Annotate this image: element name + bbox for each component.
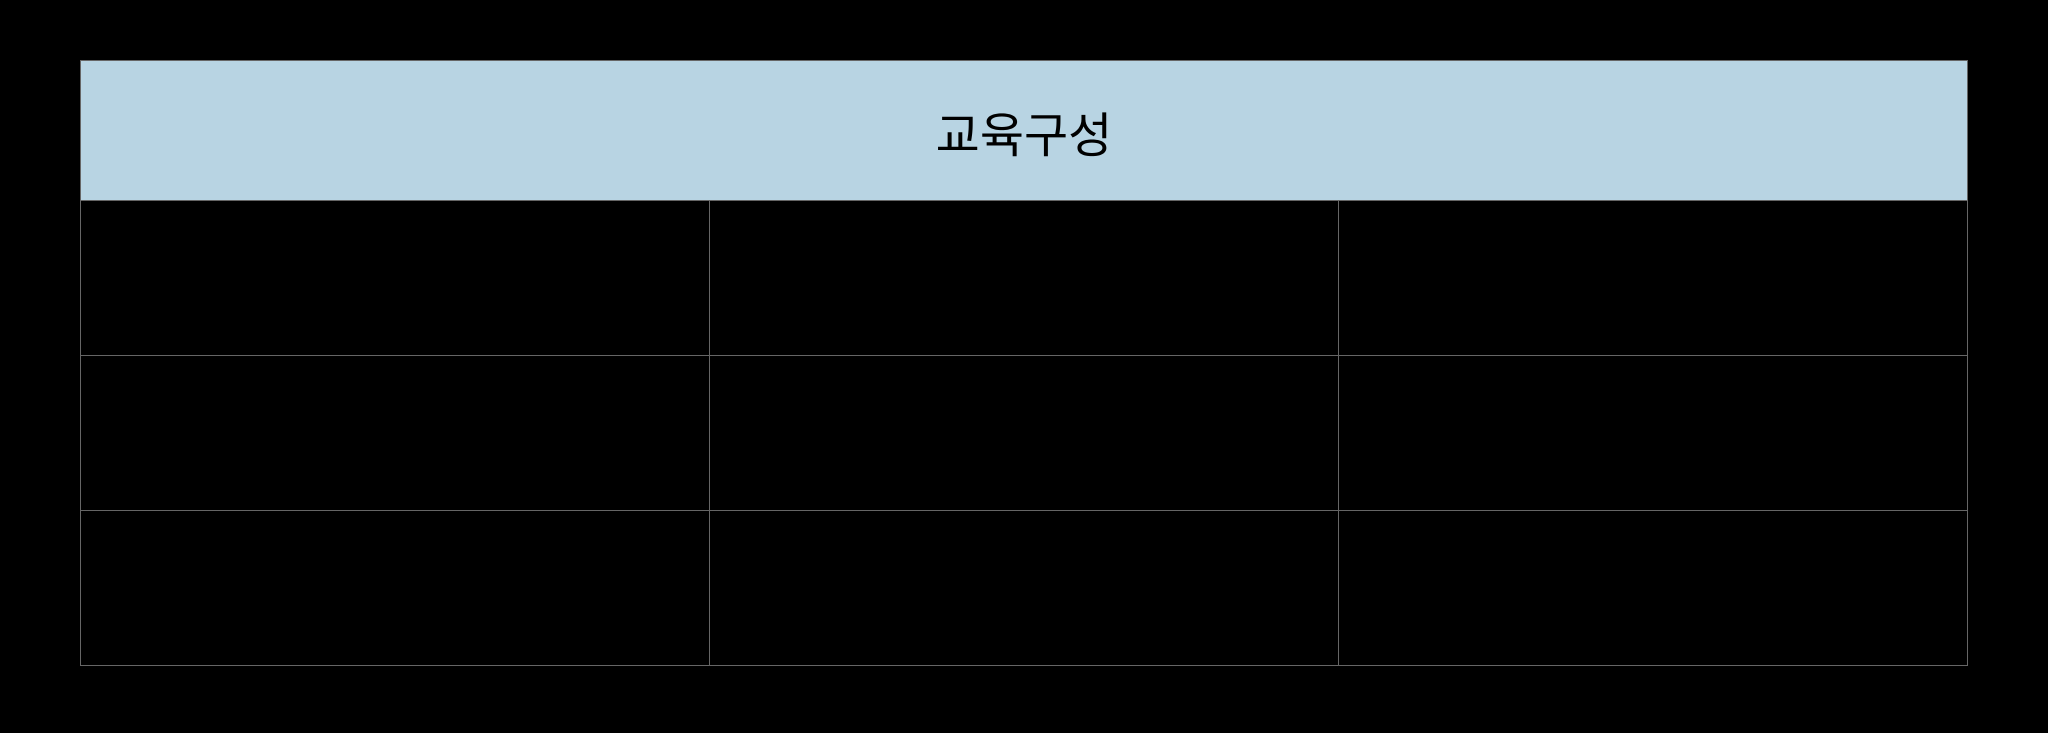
table-cell	[81, 356, 710, 511]
table-cell	[710, 356, 1339, 511]
table-cell	[1339, 511, 1968, 666]
header-title: 교육구성	[936, 110, 1113, 163]
table-cell	[710, 511, 1339, 666]
table-cell	[81, 511, 710, 666]
table-header-cell: 교육구성	[81, 61, 1968, 201]
table-header-row: 교육구성	[81, 61, 1968, 201]
table-row	[81, 356, 1968, 511]
table-row	[81, 201, 1968, 356]
education-table: 교육구성	[80, 60, 1968, 666]
table-cell	[1339, 356, 1968, 511]
table-cell	[81, 201, 710, 356]
table-cell	[1339, 201, 1968, 356]
table-cell	[710, 201, 1339, 356]
table-row	[81, 511, 1968, 666]
